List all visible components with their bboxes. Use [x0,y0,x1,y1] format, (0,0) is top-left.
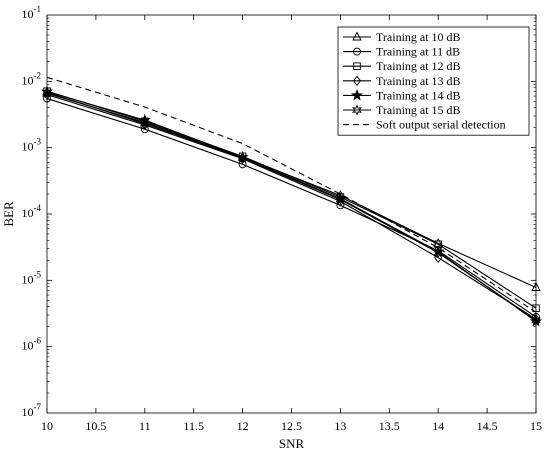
x-axis-label: SNR [279,436,305,451]
x-tick-label: 10.5 [85,419,106,433]
series-4 [41,85,542,327]
x-tick-label: 14 [432,419,444,433]
y-tick-label: 10-6 [22,336,42,353]
x-tick-label: 13.5 [379,419,400,433]
x-tick-label: 12 [237,419,249,433]
x-tick-label: 10 [41,419,53,433]
x-tick-label: 11.5 [183,419,204,433]
legend-label: Training at 12 dB [376,59,461,73]
y-tick-exponent: -5 [34,269,42,279]
y-tick-base: 10 [22,7,34,21]
y-axis-label: BER [1,201,16,227]
y-tick-exponent: -2 [34,70,42,80]
y-tick-label: 10-7 [22,402,42,419]
y-tick-base: 10 [22,140,34,154]
legend-marker [352,31,362,41]
y-tick-base: 10 [22,206,34,220]
x-tick-label: 11 [139,419,151,433]
legend-marker [352,104,362,116]
data-point [42,86,52,99]
series-line [46,98,537,318]
legend-label: Training at 11 dB [376,45,460,59]
y-tick-exponent: -7 [34,402,42,412]
series-6 [46,76,537,313]
y-tick-exponent: -6 [34,336,42,346]
y-tick-base: 10 [22,272,34,286]
y-tick-label: 10-1 [22,4,42,21]
data-point [238,160,247,169]
data-point [532,304,540,312]
y-tick-exponent: -4 [34,203,42,213]
legend-label: Training at 15 dB [376,103,461,117]
y-tick-base: 10 [22,339,34,353]
legend-marker [353,47,361,56]
x-tick-label: 15 [530,419,542,433]
data-point [531,314,541,326]
x-tick-label: 14.5 [477,419,498,433]
plot-area: 10 10.5 11 11.5 12 12.5 13 13.5 14 14.5 1510-710-6… [22,4,543,433]
data-point [434,252,443,263]
series-line [46,94,537,320]
legend-label: Soft output serial detection [376,118,506,132]
legend-marker [353,62,361,70]
legend-marker [351,89,363,101]
legend-marker [352,75,362,87]
y-tick-exponent: -1 [34,4,42,14]
y-tick-exponent: -3 [34,137,42,147]
data-point [531,282,541,291]
data-point [530,315,542,327]
data-point [140,125,149,134]
x-tick-label: 12.5 [281,419,302,433]
legend-label: Training at 14 dB [376,88,461,102]
x-tick-label: 13 [334,419,346,433]
y-tick-base: 10 [22,73,34,87]
y-tick-base: 10 [22,405,34,419]
data-point [237,152,248,164]
y-tick-label: 10-4 [22,203,42,220]
data-point [139,118,150,130]
data-point [335,193,346,206]
series-5 [42,86,541,326]
legend-label: Training at 10 dB [376,30,461,44]
y-tick-label: 10-5 [22,269,42,286]
legend-label: Training at 13 dB [376,74,461,88]
series-line [46,76,537,313]
y-tick-label: 10-3 [22,137,42,154]
series-line [46,91,537,321]
series-line [46,90,537,309]
series-line [46,91,537,322]
y-tick-label: 10-2 [22,70,42,87]
